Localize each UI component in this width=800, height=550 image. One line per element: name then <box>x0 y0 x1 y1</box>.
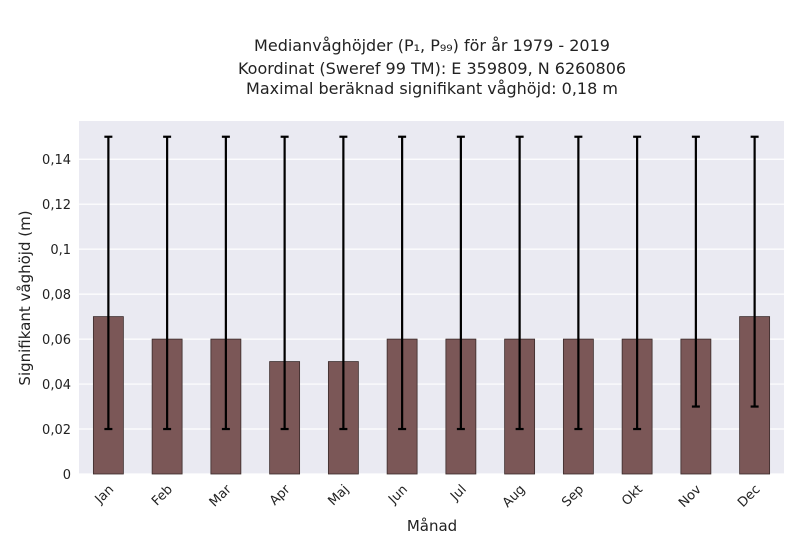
chart-title-line-1: Medianvåghöjder (P₁, P₉₉) för år 1979 - … <box>254 36 610 55</box>
y-tick-label: 0,12 <box>42 198 71 213</box>
error-bar-nov <box>691 135 700 408</box>
error-bar-aug <box>515 135 524 431</box>
error-bar-okt <box>633 135 642 431</box>
error-bars <box>104 135 759 431</box>
y-tick-label: 0,04 <box>42 378 71 393</box>
y-tick-label: 0,1 <box>50 243 71 258</box>
x-tick-label: Mar <box>207 482 235 510</box>
x-tick-label: Nov <box>676 482 705 511</box>
y-tick-label: 0 <box>63 468 71 483</box>
error-bar-jan <box>104 135 113 431</box>
x-tick-label: Apr <box>267 482 294 509</box>
x-tick-label: Feb <box>149 482 176 509</box>
x-tick-label: Jan <box>92 482 117 507</box>
error-bar-feb <box>163 135 172 431</box>
error-bar-apr <box>280 135 289 431</box>
error-bar-sep <box>574 135 583 431</box>
x-tick-label: Dec <box>735 482 763 510</box>
y-tick-label: 0,14 <box>42 153 71 168</box>
y-axis-ticks: 0 0,02 0,04 0,06 0,08 0,1 0,12 0,14 <box>42 153 71 483</box>
x-axis-label: Månad <box>407 517 457 535</box>
y-tick-label: 0,06 <box>42 333 71 348</box>
error-bar-dec <box>750 135 759 408</box>
chart-title-line-3: Maximal beräknad signifikant våghöjd: 0,… <box>246 79 618 98</box>
plot-area <box>79 121 784 474</box>
x-axis-ticks: Jan Feb Mar Apr Maj Jun Jul Aug Sep Okt Nov Dec <box>92 482 764 511</box>
x-tick-label: Jul <box>447 482 469 504</box>
error-bar-mar <box>221 135 230 431</box>
y-tick-label: 0,02 <box>42 423 71 438</box>
error-bar-maj <box>339 135 348 431</box>
chart-title-line-2: Koordinat (Sweref 99 TM): E 359809, N 62… <box>238 59 626 78</box>
error-bar-jul <box>456 135 465 431</box>
x-tick-label: Jun <box>385 482 411 508</box>
y-tick-label: 0,08 <box>42 288 71 303</box>
x-tick-label: Maj <box>325 482 352 509</box>
gridlines <box>79 158 784 475</box>
error-bar-jun <box>398 135 407 431</box>
y-axis-label: Signifikant våghöjd (m) <box>16 210 34 385</box>
x-tick-label: Okt <box>619 482 646 509</box>
x-tick-label: Sep <box>559 482 587 510</box>
x-tick-label: Aug <box>500 482 529 511</box>
